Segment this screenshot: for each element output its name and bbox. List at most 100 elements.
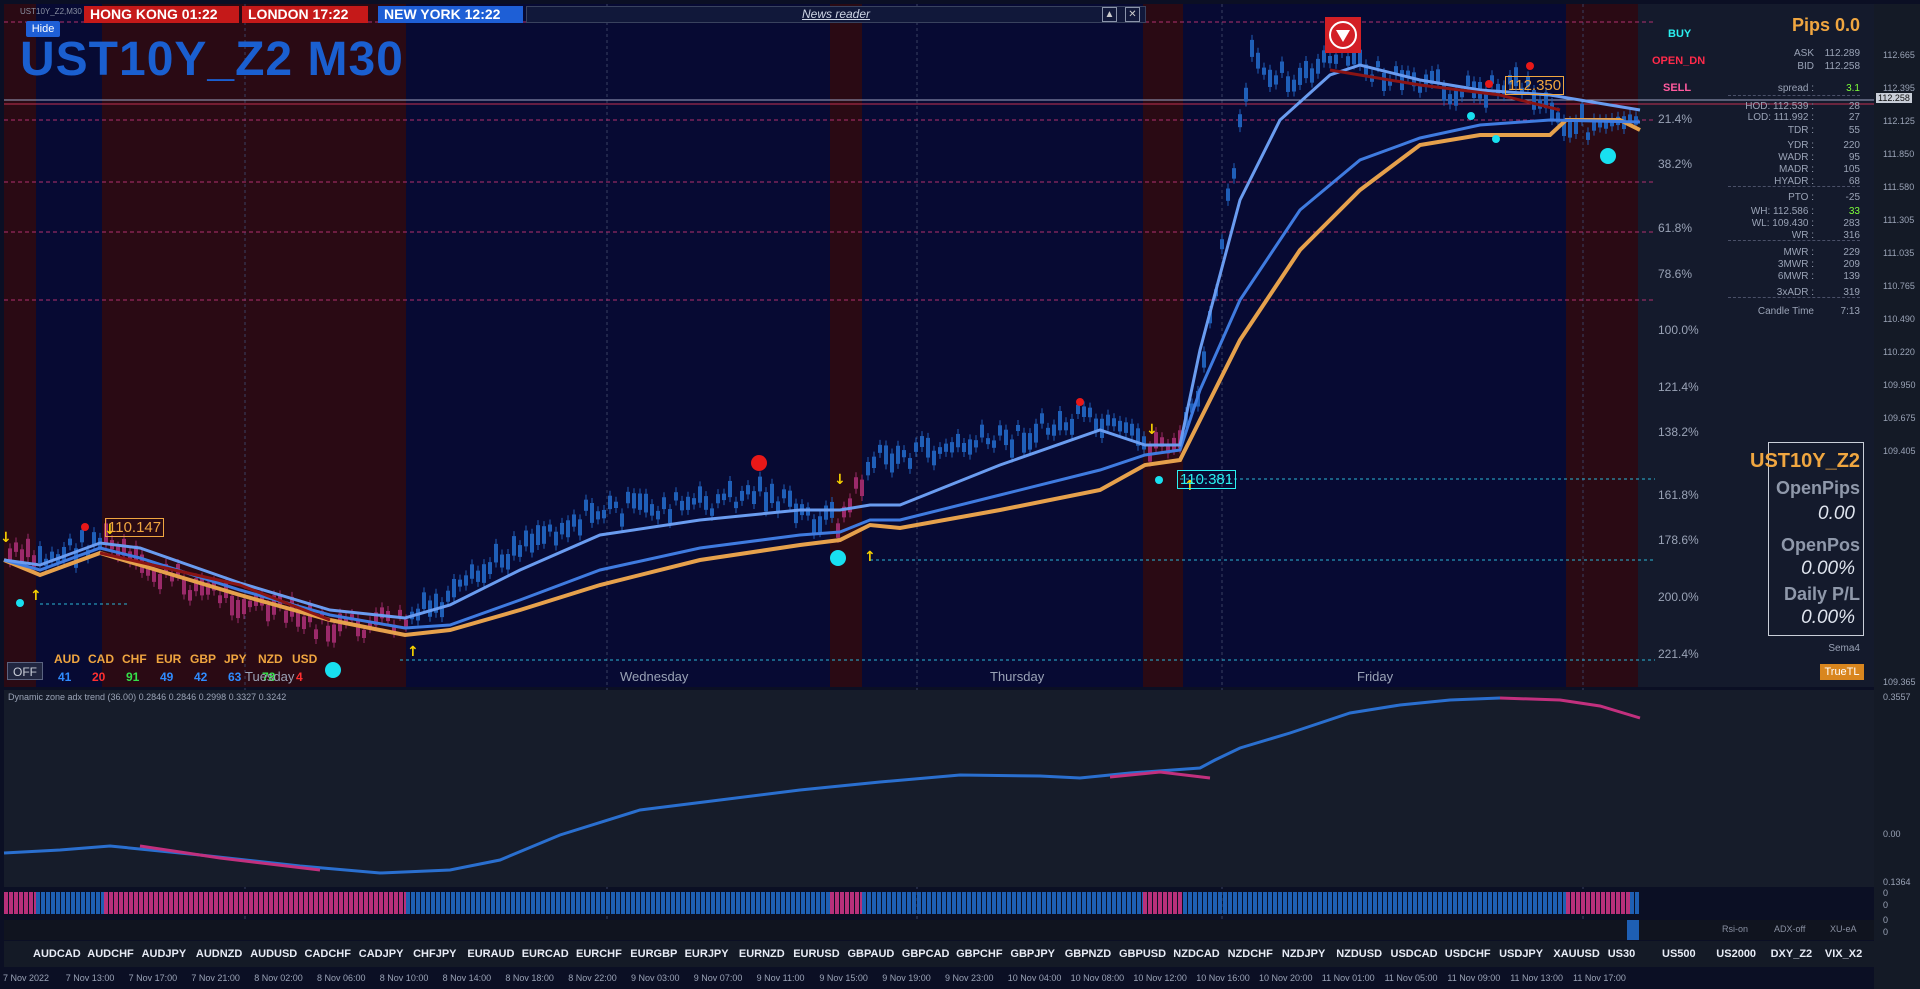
pair-button[interactable]: EURUSD [793, 948, 840, 960]
candle-body [1190, 403, 1194, 413]
candle-body [344, 616, 348, 624]
histogram-bar [516, 892, 520, 914]
pair-button[interactable]: GBPJPY [1010, 948, 1056, 960]
time-axis-label: 9 Nov 23:00 [945, 973, 994, 983]
candle-body [200, 577, 204, 596]
histogram-bar [1558, 892, 1562, 914]
news-reader-link[interactable]: News reader [526, 6, 1146, 23]
pair-button[interactable]: AUDJPY [141, 948, 187, 960]
pair-button[interactable]: USDCHF [1444, 948, 1491, 960]
truetl-button[interactable]: TrueTL [1820, 664, 1864, 680]
histogram-bar [354, 892, 358, 914]
pair-button[interactable]: GBPAUD [847, 948, 895, 960]
histogram-bar [1117, 892, 1121, 914]
candle-body [584, 499, 588, 511]
histogram-bar [967, 892, 971, 914]
pair-button[interactable]: XAUUSD [1553, 948, 1600, 960]
candle-body [614, 501, 618, 509]
svg-text:↓: ↓ [1146, 422, 1158, 438]
off-button[interactable]: OFF [7, 662, 43, 680]
histogram-strip [4, 892, 1639, 914]
pair-button[interactable]: NZDCHF [1227, 948, 1273, 960]
candle-body [1418, 85, 1422, 93]
pair-button[interactable]: AUDCHF [87, 948, 134, 960]
histogram-bar [806, 892, 810, 914]
pair-button[interactable]: NZDUSD [1336, 948, 1383, 960]
stat-divider [1728, 186, 1860, 187]
pair-button[interactable]: GBPUSD [1119, 948, 1167, 960]
histogram-bar [947, 892, 951, 914]
candle-body [404, 619, 408, 627]
pair-button[interactable]: CHFJPY [413, 948, 457, 960]
pair-button[interactable]: AUDUSD [250, 948, 298, 960]
histogram-bar [204, 892, 208, 914]
histogram-bar [309, 892, 313, 914]
stat-divider [1728, 95, 1860, 96]
pair-button[interactable]: EURJPY [684, 948, 729, 960]
close-icon[interactable]: ✕ [1125, 7, 1140, 22]
histogram-bar [1107, 892, 1111, 914]
stat-row: PTO : -25 [1728, 192, 1860, 204]
pair-button[interactable]: GBPCAD [901, 948, 950, 960]
pair-button[interactable]: EURGBP [630, 948, 678, 960]
histogram-bar [149, 892, 153, 914]
histogram-bar [399, 892, 403, 914]
time-axis-label: 9 Nov 11:00 [756, 973, 805, 983]
pair-button[interactable]: DXY_Z2 [1770, 948, 1813, 960]
candle-body [956, 433, 960, 448]
pair-button[interactable]: AUDCAD [33, 948, 81, 960]
hide-button[interactable]: Hide [26, 21, 60, 37]
pair-button[interactable]: USDJPY [1499, 948, 1544, 960]
stat-divider [1728, 240, 1860, 241]
pair-button[interactable]: EURCAD [521, 948, 569, 960]
histogram-bar [1478, 892, 1482, 914]
pair-button[interactable]: EURCHF [576, 948, 622, 960]
histogram-bar [374, 892, 378, 914]
pair-button[interactable]: GBPNZD [1064, 948, 1112, 960]
candle-body [20, 549, 24, 563]
candle-body [14, 542, 18, 552]
histogram-bar [932, 892, 936, 914]
pair-button[interactable]: AUDNZD [195, 948, 243, 960]
candle-body [86, 549, 90, 559]
time-axis-label: 8 Nov 14:00 [442, 973, 492, 983]
pair-button[interactable]: US30 [1607, 948, 1636, 960]
histogram-bar [1343, 892, 1347, 914]
pair-button[interactable]: GBPCHF [956, 948, 1003, 960]
pair-button[interactable]: NZDCAD [1173, 948, 1220, 960]
histogram-bar [71, 892, 75, 914]
candle-body [506, 554, 510, 570]
pair-button[interactable]: CADCHF [304, 948, 351, 960]
stat-divider [1728, 297, 1860, 298]
histogram-bar [591, 892, 595, 914]
stat-row: TDR : 55 [1728, 125, 1860, 137]
candle-body [1262, 67, 1266, 75]
stat-key: WL: 109.430 : [1751, 218, 1814, 229]
histogram-bar [501, 892, 505, 914]
histogram-bar [349, 892, 353, 914]
pair-button[interactable]: US500 [1662, 948, 1696, 960]
candle-body [206, 582, 210, 595]
window-title: UST10Y_Z2,M30 [20, 7, 82, 16]
candle-body [1112, 418, 1116, 427]
collapse-icon[interactable]: ▲ [1102, 7, 1117, 22]
pair-button[interactable]: US2000 [1716, 948, 1757, 960]
pair-button[interactable]: EURAUD [467, 948, 515, 960]
histogram-bar [726, 892, 730, 914]
pair-button[interactable]: USDCAD [1390, 948, 1438, 960]
buy-label: BUY [1668, 28, 1692, 40]
histogram-bar [1596, 892, 1600, 914]
pair-button[interactable]: VIX_X2 [1824, 948, 1863, 960]
candle-body [1286, 76, 1290, 92]
pair-button[interactable]: CADJPY [358, 948, 404, 960]
pair-button[interactable]: EURNZD [738, 948, 785, 960]
candle-body [1298, 67, 1302, 85]
histogram-bar [56, 892, 60, 914]
histogram-bar [304, 892, 308, 914]
fib-label: 121.4% [1658, 380, 1699, 394]
histogram-bar [957, 892, 961, 914]
svg-text:↑: ↑ [1184, 478, 1196, 494]
pair-button[interactable]: NZDJPY [1281, 948, 1326, 960]
histogram-bar [189, 892, 193, 914]
